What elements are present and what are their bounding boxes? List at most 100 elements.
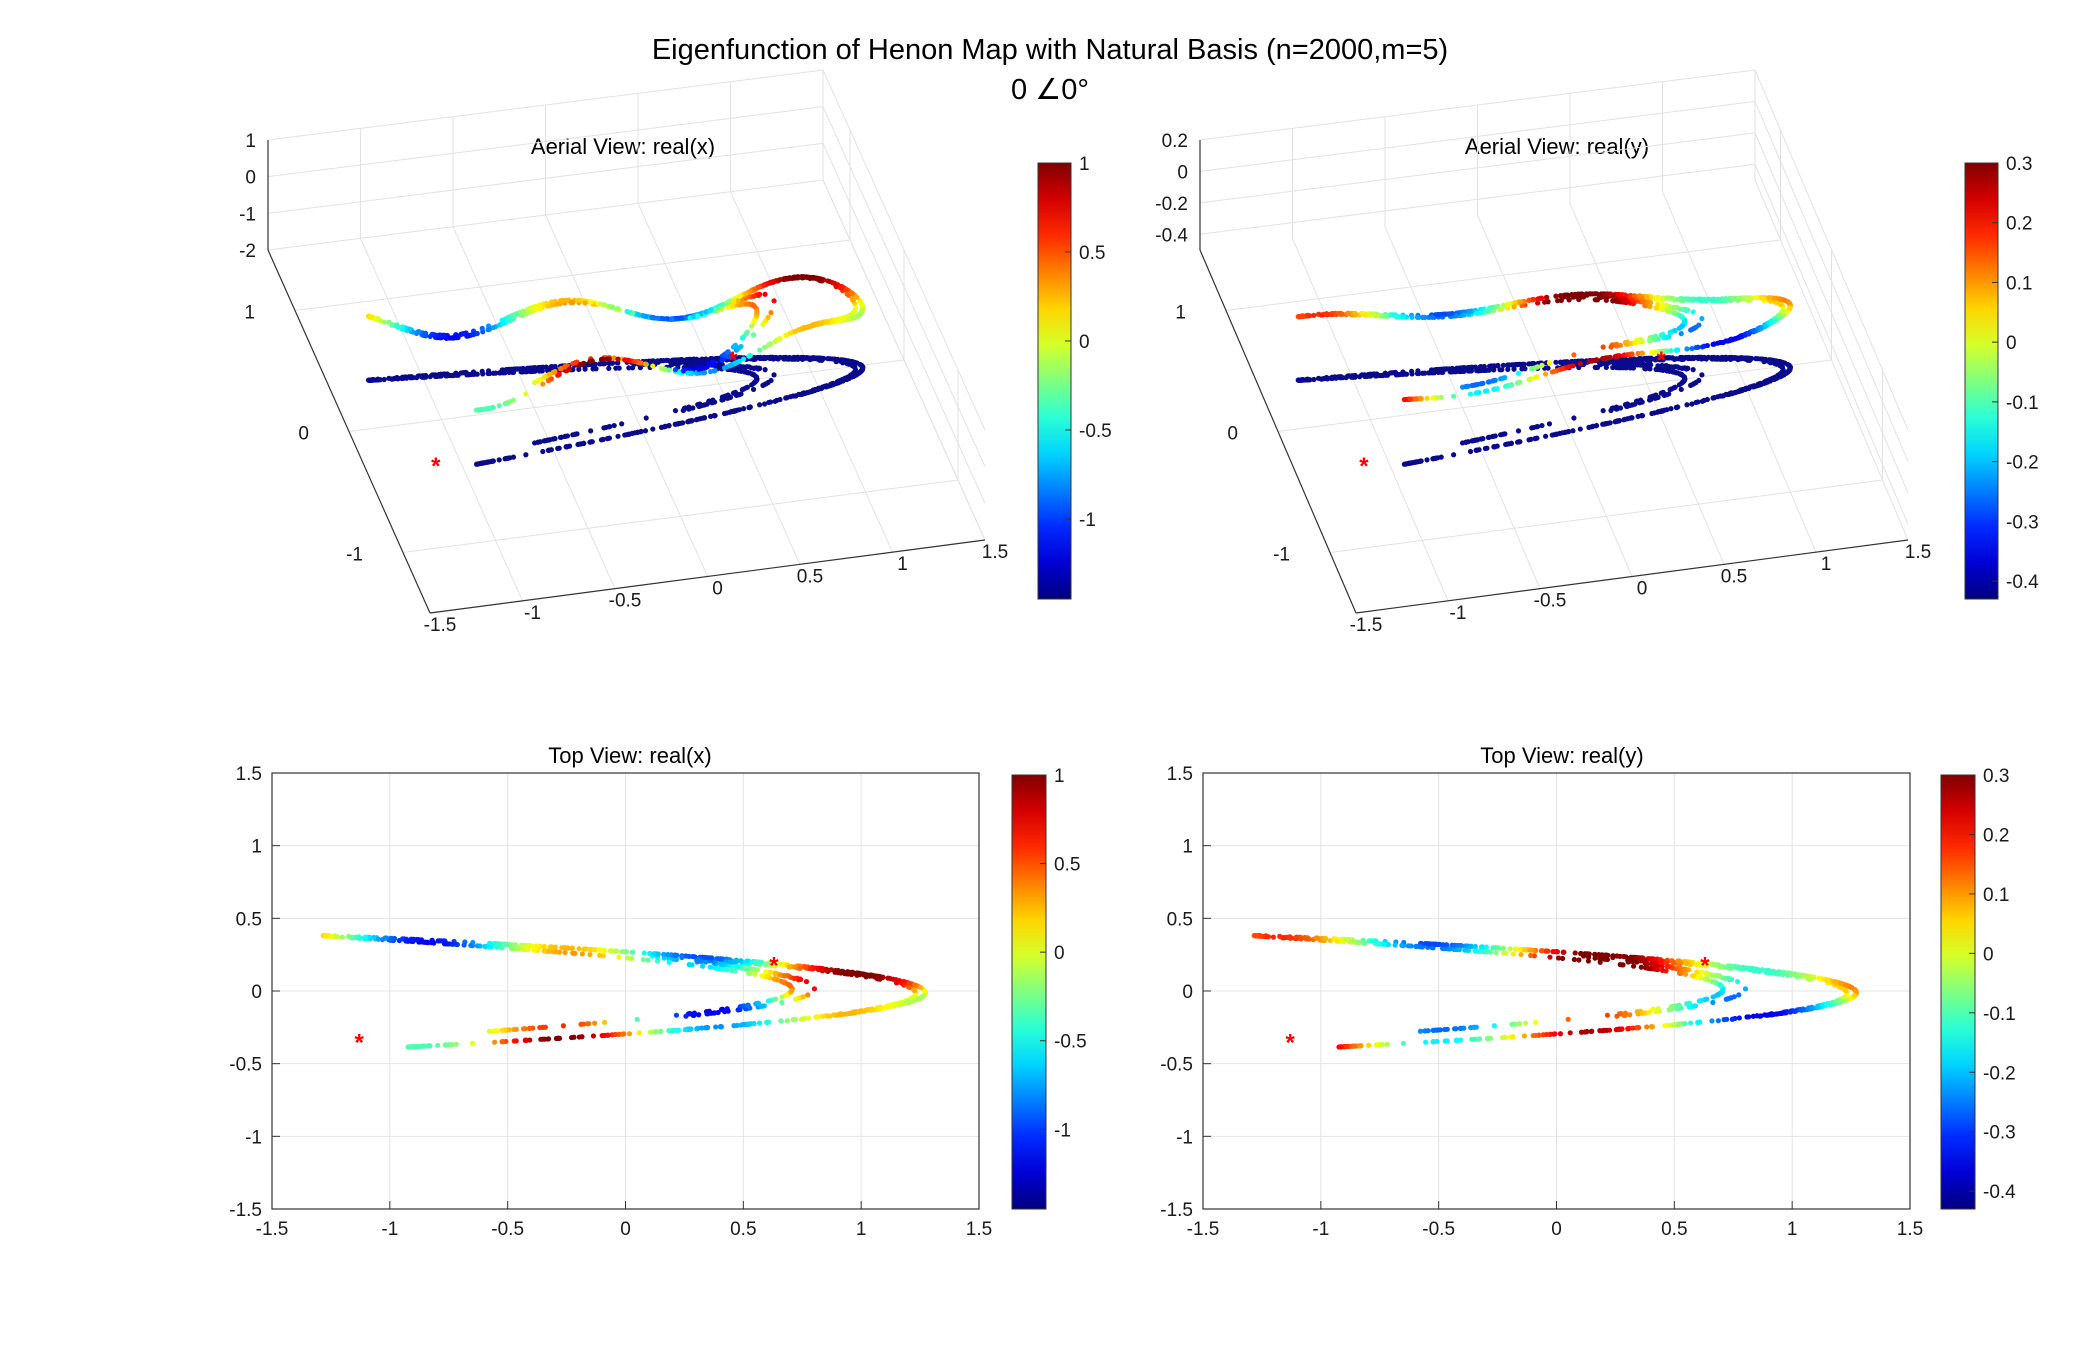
colorbar-tick-label: -0.2: [1983, 1063, 2016, 1084]
colorbar-3: [1940, 774, 1976, 1210]
panel-title-top-y: Top View: real(y): [1480, 743, 1644, 768]
x-tick-label: -0.5: [609, 591, 642, 612]
y-tick-label: -0.5: [1160, 1055, 1193, 1076]
colorbar-tick-label: 0: [1983, 944, 1994, 965]
eigenfunction-points: [1295, 291, 1793, 403]
y-axis-line: [1199, 249, 1357, 614]
colorbar-tick-label: -0.4: [2006, 572, 2039, 593]
z-tick-label: 1: [245, 131, 256, 152]
marker-asterisk: *: [1286, 1029, 1296, 1056]
colorbar-tick-label: 0.2: [1983, 825, 2009, 846]
x-tick-label: 1.5: [1897, 1219, 1923, 1240]
marker-asterisk: *: [769, 952, 779, 979]
z-tick-label: 0: [1177, 162, 1188, 183]
colorbar-tick-label: -0.2: [2006, 453, 2039, 474]
y-tick-label: -1.5: [1160, 1200, 1193, 1221]
colorbar-tick-label: 0.3: [2006, 154, 2032, 175]
eigenfunction-points: [365, 274, 866, 413]
floor-grid-y: [348, 359, 905, 432]
panel-title-aerial-y: Aerial View: real(y): [1464, 134, 1650, 159]
marker-asterisk: *: [728, 347, 738, 374]
colorbar-1: [1964, 162, 1999, 600]
y-tick-label: -1: [1176, 1127, 1193, 1148]
y-tick-label: 0: [1227, 424, 1238, 445]
x-tick-label: -1: [524, 603, 541, 624]
figure-title: Eigenfunction of Henon Map with Natural …: [651, 34, 1449, 66]
marker-asterisk: *: [1700, 952, 1710, 979]
y-tick-label: -1: [346, 545, 363, 566]
x-tick-label: -1: [381, 1219, 398, 1240]
colorbar-tick-label: -1: [1079, 510, 1096, 531]
colorbar-tick-label: -0.1: [1983, 1004, 2016, 1025]
colorbar-2: [1011, 774, 1047, 1210]
plot-frame: [271, 772, 980, 1210]
x-tick-label: -1.5: [1187, 1219, 1220, 1240]
x-tick-label: 1: [897, 554, 908, 575]
marker-asterisk: *: [431, 453, 441, 480]
colorbar-tick-label: 0: [1054, 943, 1065, 964]
z-tick-label: -1: [239, 204, 256, 225]
panel-2-axes: [271, 772, 980, 1210]
x-tick-label: 0: [1551, 1219, 1562, 1240]
y-tick-label: -1: [1273, 545, 1290, 566]
colorbar-tick-label: -0.3: [2006, 512, 2039, 533]
marker-asterisk: *: [1359, 453, 1369, 480]
x-tick-label: 1.5: [1905, 542, 1931, 563]
y-tick-label: -1: [245, 1127, 262, 1148]
colorbar-tick-label: 1: [1079, 154, 1090, 175]
colorbar-tick-label: 0.5: [1079, 243, 1105, 264]
colorbar-tick-label: 1: [1054, 766, 1065, 787]
x-tick-label: -0.5: [1534, 591, 1567, 612]
colorbar-tick-label: -1: [1054, 1120, 1071, 1141]
colorbar-tick-label: 0: [2006, 333, 2017, 354]
y-tick-label: 0.5: [1167, 909, 1193, 930]
y-tick-label: 1.5: [1167, 764, 1193, 785]
floor-grid-y: [1329, 479, 1883, 553]
x-tick-label: 1.5: [966, 1219, 992, 1240]
colorbar-tick-label: -0.5: [1054, 1032, 1087, 1053]
x-axis-line: [429, 539, 986, 614]
x-tick-label: 0.5: [730, 1219, 756, 1240]
colorbar-tick-label: 0.2: [2006, 214, 2032, 235]
y-tick-label: 0: [298, 424, 309, 445]
x-tick-label: 0: [712, 579, 723, 600]
panel-3-axes: [1202, 772, 1911, 1210]
x-tick-label: -1.5: [256, 1219, 289, 1240]
x-tick-label: -1.5: [424, 615, 457, 636]
y-tick-label: 1: [1182, 837, 1193, 858]
colorbar-tick-label: 0.5: [1054, 855, 1080, 876]
colorbar-tick-label: -0.4: [1983, 1182, 2016, 1203]
x-tick-label: -0.5: [1422, 1219, 1455, 1240]
y-tick-label: 1.5: [236, 764, 262, 785]
x-tick-label: 0.5: [1721, 566, 1747, 587]
colorbar-tick-label: -0.1: [2006, 393, 2039, 414]
floor-grid-y: [1225, 239, 1781, 311]
plot-frame: [1202, 772, 1911, 1210]
x-axis-line: [1355, 539, 1909, 614]
panel-1-axes: [1199, 69, 1909, 614]
x-tick-label: 0.5: [1661, 1219, 1687, 1240]
colorbar-tick-label: 0.1: [1983, 885, 2009, 906]
x-tick-label: 1: [1787, 1219, 1798, 1240]
x-tick-label: 1.5: [982, 542, 1008, 563]
y-axis-line: [267, 249, 431, 614]
colorbar-0: [1037, 162, 1072, 600]
x-tick-label: 0: [1637, 579, 1648, 600]
z-tick-label: -0.2: [1155, 194, 1188, 215]
y-tick-label: 0: [1182, 982, 1193, 1003]
colorbar-tick-label: 0.1: [2006, 273, 2032, 294]
x-tick-label: 1: [1821, 554, 1832, 575]
figure-subtitle: 0 ∠0°: [1011, 74, 1089, 106]
eigenfunction-points: [1251, 932, 1860, 1050]
y-tick-label: -0.5: [229, 1055, 262, 1076]
marker-asterisk: *: [355, 1029, 365, 1056]
panel-0-axes: [267, 69, 986, 614]
y-tick-label: 1: [244, 303, 255, 324]
colorbar-tick-label: 0: [1079, 332, 1090, 353]
y-tick-label: 0: [251, 982, 262, 1003]
y-tick-label: 0.5: [236, 909, 262, 930]
panel-title-aerial-x: Aerial View: real(x): [530, 134, 716, 159]
z-tick-label: -0.4: [1155, 225, 1188, 246]
y-tick-label: 1: [251, 837, 262, 858]
